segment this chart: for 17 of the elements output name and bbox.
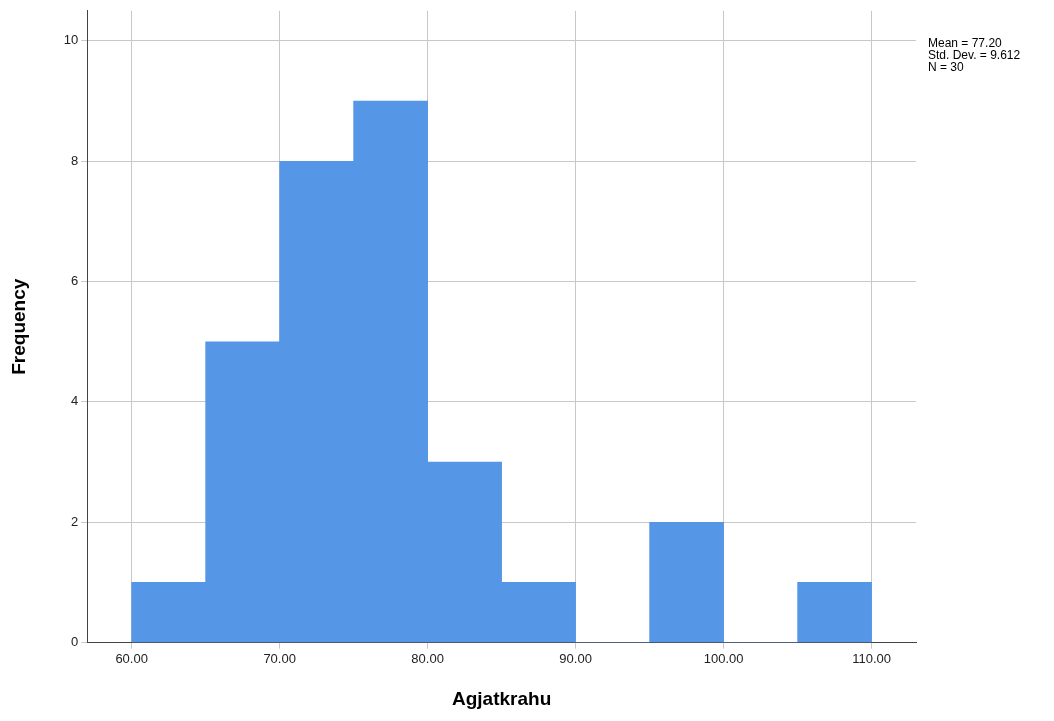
- x-axis-title: Agjatkrahu: [452, 687, 552, 709]
- y-tick-label: 4: [71, 393, 79, 409]
- x-tick-label: 100.00: [703, 650, 744, 666]
- x-tick-label: 70.00: [263, 650, 296, 666]
- text: Std. Dev. = 9.612: [928, 48, 1021, 63]
- text: N = 30: [928, 60, 965, 75]
- x-tick-label: 80.00: [411, 650, 444, 666]
- y-tick-label: 0: [71, 634, 79, 650]
- x-tick-label: 90.00: [559, 650, 592, 666]
- y-axis-title: Frequency: [7, 278, 29, 375]
- text: Mean = 77.20: [928, 36, 1003, 51]
- y-tick-label: 6: [71, 273, 79, 289]
- y-tick-label: 2: [71, 513, 79, 529]
- y-tick-label: 10: [63, 32, 79, 48]
- y-tick-label: 8: [71, 152, 79, 168]
- x-tick-label: 110.00: [852, 650, 891, 666]
- x-tick-label: 60.00: [115, 650, 148, 666]
